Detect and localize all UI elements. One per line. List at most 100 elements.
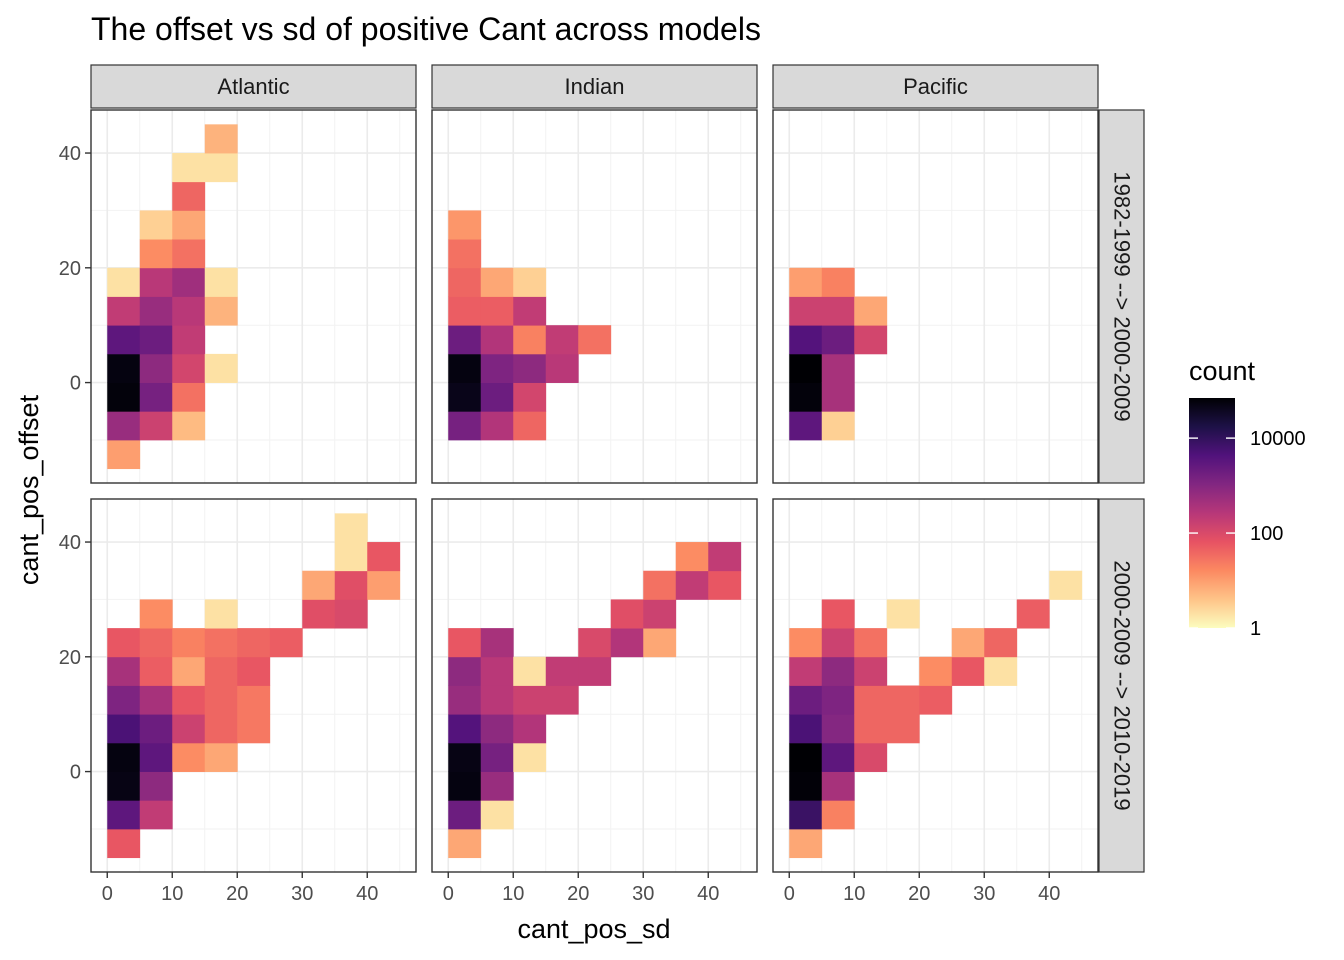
heatmap-tile	[789, 685, 823, 715]
heatmap-tile	[789, 411, 823, 441]
heatmap-tile	[448, 239, 482, 269]
heatmap-tile	[139, 353, 173, 383]
heatmap-tile	[513, 411, 547, 441]
strip-label-indian: Indian	[565, 74, 625, 99]
panel-border	[90, 498, 417, 873]
heatmap-tile	[334, 599, 368, 629]
panel-border	[90, 109, 417, 484]
panel-border	[772, 109, 1099, 484]
heatmap-tile	[172, 296, 206, 326]
x-tick-label: 10	[161, 883, 183, 905]
heatmap-tile	[448, 628, 482, 658]
heatmap-tile	[172, 714, 206, 744]
heatmap-tile	[139, 239, 173, 269]
legend-label: 100	[1250, 523, 1283, 545]
heatmap-tile	[139, 685, 173, 715]
heatmap-tile	[139, 267, 173, 297]
heatmap-tile	[513, 296, 547, 326]
heatmap-tile	[107, 828, 141, 859]
heatmap-tile	[789, 800, 823, 830]
heatmap-tile	[367, 570, 401, 600]
heatmap-tile	[578, 325, 612, 355]
row-strip-label-1: 1982-1999 --> 2000-2009	[1110, 171, 1135, 421]
heatmap-tile	[107, 411, 141, 441]
heatmap-tile	[302, 599, 336, 629]
heatmap-tile	[237, 714, 271, 744]
heatmap-tile	[513, 742, 547, 772]
panel-indian-row-1	[431, 109, 758, 484]
x-axis-title: cant_pos_sd	[517, 914, 670, 944]
heatmap-tile	[480, 656, 514, 686]
heatmap-tile	[139, 599, 173, 629]
heatmap-tile	[448, 353, 482, 383]
heatmap-tile	[480, 353, 514, 383]
heatmap-tile	[139, 325, 173, 355]
panel-border	[431, 109, 758, 484]
heatmap-tile	[204, 353, 238, 383]
x-tick-label: 0	[784, 883, 795, 905]
heatmap-tile	[886, 599, 920, 629]
heatmap-tile	[610, 599, 644, 629]
heatmap-tile	[708, 542, 742, 572]
y-tick-label: 40	[59, 532, 81, 554]
heatmap-tile	[107, 325, 141, 355]
heatmap-tile	[886, 714, 920, 744]
heatmap-tile	[448, 296, 482, 326]
heatmap-tile	[821, 742, 855, 772]
heatmap-tile	[334, 570, 368, 600]
facet-panels: Atlantic Indian Pacific 1982-1999 --> 2000-…	[59, 64, 1145, 905]
heatmap-tile	[513, 267, 547, 297]
heatmap-tile	[139, 296, 173, 326]
x-tick-label: 40	[697, 883, 719, 905]
y-axis-title: cant_pos_offset	[14, 394, 44, 585]
heatmap-tile	[480, 628, 514, 658]
heatmap-tile	[172, 353, 206, 383]
chart-title: The offset vs sd of positive Cant across…	[91, 11, 761, 47]
heatmap-tile	[367, 542, 401, 572]
x-tick-label: 10	[843, 883, 865, 905]
panel-atlantic-row-1: 0 20 40	[59, 109, 417, 484]
heatmap-tile	[789, 742, 823, 772]
strip-indian	[431, 64, 758, 109]
heatmap-tile	[854, 628, 888, 658]
heatmap-tile	[334, 542, 368, 572]
heatmap-tile	[107, 742, 141, 772]
heatmap-tile	[789, 325, 823, 355]
heatmap-tile	[139, 382, 173, 412]
heatmap-tile	[480, 411, 514, 441]
heatmap-tile	[107, 685, 141, 715]
heatmap-tile	[480, 685, 514, 715]
heatmap-tile	[708, 570, 742, 600]
heatmap-tile	[269, 628, 303, 658]
strip-atlantic	[90, 64, 417, 109]
heatmap-tile	[480, 296, 514, 326]
x-tick-label: 20	[226, 883, 248, 905]
heatmap-tile	[513, 714, 547, 744]
heatmap-tile	[448, 742, 482, 772]
heatmap-tile	[204, 714, 238, 744]
x-tick-label: 30	[632, 883, 654, 905]
heatmap-tile	[204, 628, 238, 658]
heatmap-tile	[480, 267, 514, 297]
heatmap-tile	[545, 353, 579, 383]
heatmap-tile	[172, 685, 206, 715]
heatmap-tile	[204, 742, 238, 772]
heatmap-tile	[821, 628, 855, 658]
heatmap-tile	[139, 771, 173, 801]
heatmap-tile	[139, 800, 173, 830]
heatmap-tile	[139, 742, 173, 772]
heatmap-tile	[448, 210, 482, 240]
x-tick-label: 10	[502, 883, 524, 905]
legend-label: 1	[1250, 618, 1261, 640]
heatmap-tile	[139, 656, 173, 686]
heatmap-tile	[172, 181, 206, 211]
heatmap-tile	[545, 685, 579, 715]
heatmap-tile	[513, 325, 547, 355]
y-tick-label: 0	[70, 373, 81, 395]
heatmap-tile	[302, 570, 336, 600]
row-strip-2	[1098, 498, 1145, 873]
heatmap-tile	[448, 267, 482, 297]
heatmap-tile	[107, 656, 141, 686]
heatmap-tile	[643, 570, 677, 600]
heatmap-tile	[204, 124, 238, 154]
